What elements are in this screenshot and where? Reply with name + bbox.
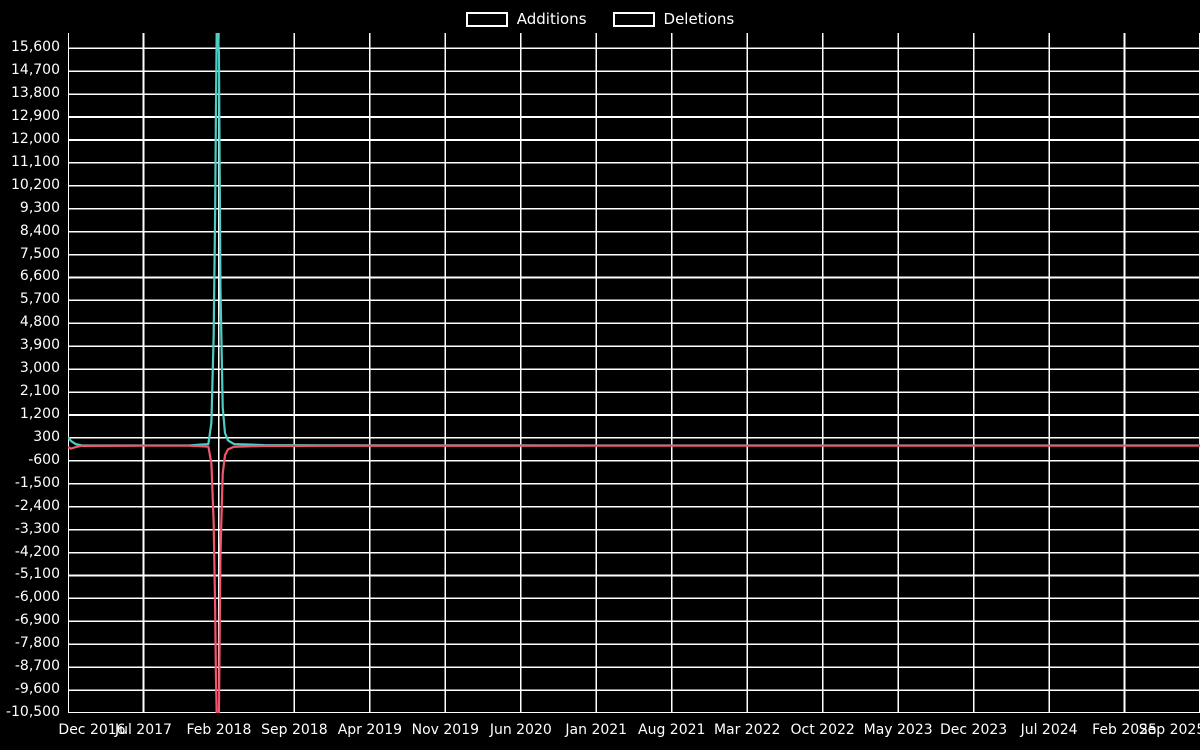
y-axis-tick-label: -6,900: [14, 612, 60, 629]
legend-swatch-deletions: [612, 11, 655, 27]
x-axis-tick-label: Aug 2021: [638, 722, 706, 738]
y-axis-tick-label: 3,000: [19, 360, 60, 377]
y-axis-tick-label: 13,800: [11, 85, 60, 102]
y-axis-tick-label: -7,800: [14, 635, 60, 652]
y-axis-tick-label: 4,800: [19, 314, 60, 331]
y-axis-tick-label: 7,500: [19, 245, 60, 262]
x-axis-tick-label: Feb 2018: [186, 722, 252, 738]
y-axis-tick-label: 6,600: [19, 268, 60, 285]
y-axis-tick-label: -8,700: [14, 658, 60, 675]
y-axis-tick-label: 10,200: [11, 176, 60, 193]
y-axis-tick-label: -4,200: [14, 543, 60, 560]
y-axis-tick-label: -6,000: [14, 589, 60, 606]
legend-entry-deletions[interactable]: Deletions: [612, 9, 735, 28]
y-axis-tick-label: 11,100: [11, 153, 60, 170]
y-axis-tick-label: 1,200: [19, 406, 60, 423]
y-axis-tick-label: -2,400: [14, 497, 60, 514]
y-axis-tick-label: -9,600: [14, 681, 60, 698]
x-axis-tick-label: Jun 2020: [489, 722, 552, 738]
x-axis-tick-label: May 2023: [863, 722, 933, 738]
legend-label-additions: Additions: [516, 9, 587, 28]
x-axis-tick-label: Jan 2021: [565, 722, 628, 738]
horizontal-gridlines: [68, 47, 1200, 713]
x-axis-tick-label: Sep 2025: [1138, 722, 1200, 738]
y-axis-tick-label: 3,900: [19, 337, 60, 354]
x-axis-tick-label: Sep 2018: [261, 722, 328, 738]
y-axis-tick-label: -1,500: [14, 474, 60, 491]
y-axis-tick-label: 12,000: [11, 130, 60, 147]
x-axis-tick-label: Mar 2022: [713, 722, 781, 738]
plot-area: [68, 33, 1200, 713]
y-axis-tick-label: -600: [28, 451, 60, 468]
vertical-gridlines: [68, 33, 1200, 713]
y-axis-tick-labels: 15,600 14,700 13,800 12,900 12,000 11,100 10,2…: [0, 0, 62, 750]
x-axis-tick-label: Dec 2023: [940, 722, 1008, 738]
x-axis-tick-label: Jul 2024: [1020, 722, 1078, 738]
x-axis-tick-labels: Dec 2016 Jul 2017 Feb 2018 Sep 2018 Apr 2019…: [0, 716, 1200, 750]
y-axis-tick-label: 15,600: [11, 39, 60, 56]
x-axis-tick-label: Jul 2017: [114, 722, 172, 738]
chart-legend: Additions Deletions: [0, 6, 1200, 32]
x-axis-tick-label: Apr 2019: [337, 722, 403, 738]
plot-svg: [68, 33, 1200, 713]
series-line-deletions: [68, 444, 1200, 713]
x-axis-tick-label: Feb 2025: [1092, 722, 1157, 738]
y-axis-tick-label: -10,500: [5, 704, 60, 720]
legend-label-deletions: Deletions: [663, 9, 735, 28]
y-axis-tick-label: 300: [33, 428, 60, 445]
legend-swatch-additions: [465, 11, 508, 27]
y-axis-tick-label: 8,400: [19, 222, 60, 239]
x-axis-tick-label: Nov 2019: [411, 722, 480, 738]
series-lines: [68, 33, 1200, 713]
y-axis-tick-label: 12,900: [11, 108, 60, 125]
y-axis-tick-label: 14,700: [11, 62, 60, 79]
x-axis-tick-label: Oct 2022: [790, 722, 855, 738]
y-axis-tick-label: -3,300: [14, 520, 60, 537]
y-axis-tick-label: 2,100: [19, 383, 60, 400]
y-axis-tick-label: 5,700: [19, 291, 60, 308]
y-axis-tick-label: 9,300: [19, 199, 60, 216]
x-axis-tick-label: Dec 2016: [58, 722, 126, 738]
legend-entry-additions[interactable]: Additions: [465, 9, 587, 28]
y-axis-tick-label: -5,100: [14, 566, 60, 583]
